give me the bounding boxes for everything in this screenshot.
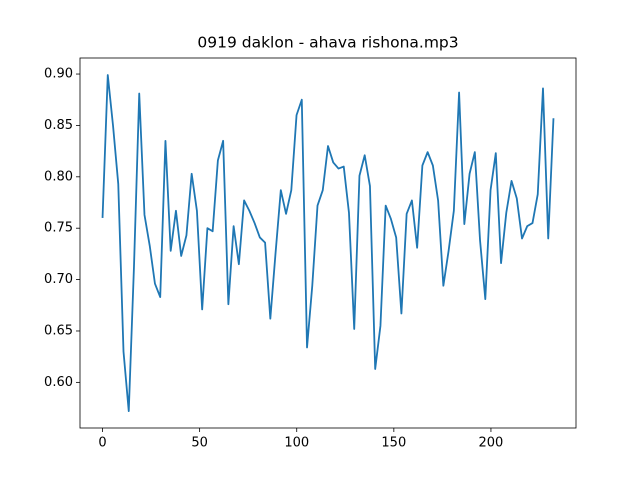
x-tick-label: 200 <box>479 436 504 451</box>
y-tick-label: 0.60 <box>44 375 73 390</box>
y-tick-label: 0.85 <box>44 118 73 133</box>
x-tick-label: 0 <box>98 436 106 451</box>
x-tick-label: 100 <box>284 436 309 451</box>
data-line <box>101 74 555 413</box>
chart-title: 0919 daklon - ahava rishona.mp3 <box>197 34 458 52</box>
y-tick-label: 0.75 <box>44 221 73 236</box>
y-tick-label: 0.90 <box>44 67 73 82</box>
y-tick-label: 0.80 <box>44 169 73 184</box>
y-tick-label: 0.65 <box>44 323 73 338</box>
x-tick-label: 150 <box>381 436 406 451</box>
x-tick-label: 50 <box>191 436 208 451</box>
plot-frame <box>79 57 577 429</box>
y-tick-label: 0.70 <box>44 272 73 287</box>
